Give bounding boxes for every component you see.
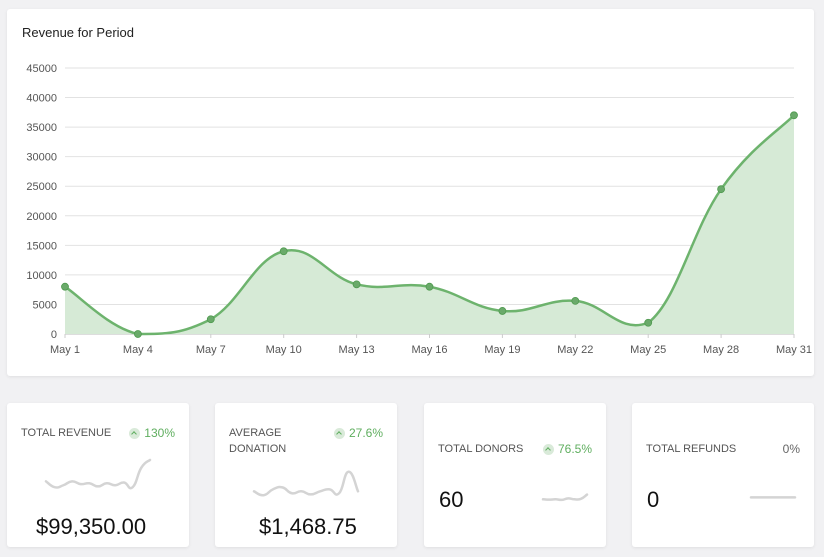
x-tick-label: May 28 xyxy=(703,344,739,356)
y-tick-label: 40000 xyxy=(26,93,57,105)
y-tick-label: 45000 xyxy=(26,63,57,75)
stat-label: TOTAL REVENUE xyxy=(21,427,112,439)
total-revenue-card: TOTAL REVENUE 130% $99,350.00 xyxy=(7,403,189,547)
stat-label: TOTAL DONORS xyxy=(438,443,524,455)
x-tick-label: May 10 xyxy=(266,344,302,356)
refunds-sparkline xyxy=(749,496,797,499)
y-tick-label: 35000 xyxy=(26,122,57,134)
stat-change-value: 27.6% xyxy=(348,426,383,440)
trend-up-icon xyxy=(542,443,554,455)
stat-change: 130% xyxy=(129,425,175,441)
y-tick-label: 15000 xyxy=(26,240,57,252)
x-tick-label: May 16 xyxy=(411,344,447,356)
stat-change: 76.5% xyxy=(542,441,592,457)
sparkline-path xyxy=(541,493,589,502)
stat-value: $99,350.00 xyxy=(36,514,147,539)
y-tick-label: 5000 xyxy=(33,299,57,311)
data-point[interactable] xyxy=(133,330,142,338)
area-fill xyxy=(65,115,794,335)
data-point[interactable] xyxy=(352,280,361,289)
x-tick-label: May 31 xyxy=(776,344,812,356)
data-point[interactable] xyxy=(644,318,653,327)
data-point[interactable] xyxy=(279,247,288,256)
revenue-chart-card: Revenue for Period 0 5000 10000 15000 20000 2… xyxy=(7,9,814,376)
total-donors-card: TOTAL DONORS 76.5% 60 xyxy=(424,403,606,547)
revenue-sparkline xyxy=(44,458,152,490)
revenue-line xyxy=(64,114,795,336)
y-tick-label: 10000 xyxy=(26,270,57,282)
x-tick-label: May 13 xyxy=(339,344,375,356)
stat-label: AVERAGE DONATION xyxy=(229,427,287,455)
data-point[interactable] xyxy=(571,296,580,305)
sparkline-path xyxy=(44,458,152,490)
trend-up-icon xyxy=(333,427,345,439)
revenue-chart[interactable]: 0 5000 10000 15000 20000 25000 30000 35000 40000… xyxy=(7,9,814,376)
stat-value: 60 xyxy=(439,487,464,512)
x-tick-label: May 4 xyxy=(123,344,153,356)
stat-change: 0% xyxy=(783,441,800,457)
donation-sparkline xyxy=(252,470,360,497)
stat-change: 27.6% xyxy=(333,425,383,441)
stat-change-value: 130% xyxy=(144,426,175,440)
x-tick-label: May 25 xyxy=(630,344,666,356)
data-point[interactable] xyxy=(790,111,798,120)
x-tick-label: May 7 xyxy=(196,344,226,356)
stat-value: 0 xyxy=(647,487,660,512)
x-tick-label: May 19 xyxy=(484,344,520,356)
x-tick-label: May 1 xyxy=(50,344,80,356)
sparkline-path xyxy=(252,470,360,497)
x-tick-label: May 22 xyxy=(557,344,593,356)
data-point[interactable] xyxy=(498,307,507,315)
data-point[interactable] xyxy=(206,315,215,324)
y-tick-label: 20000 xyxy=(26,211,57,223)
data-point[interactable] xyxy=(425,282,434,291)
stat-change-value: 0% xyxy=(782,442,800,456)
trend-up-icon xyxy=(129,427,141,439)
stat-value: $1,468.75 xyxy=(259,514,357,539)
data-point[interactable] xyxy=(717,185,725,194)
stat-label: TOTAL REFUNDS xyxy=(646,443,737,455)
y-tick-label: 30000 xyxy=(26,152,57,164)
y-tick-label: 25000 xyxy=(26,181,57,193)
average-donation-card: AVERAGE DONATION 27.6% $1,468.75 xyxy=(215,403,397,547)
donors-sparkline xyxy=(541,493,589,502)
data-point[interactable] xyxy=(61,282,69,291)
stat-change-value: 76.5% xyxy=(557,442,592,456)
chart-title: Revenue for Period xyxy=(22,25,135,40)
total-refunds-card: TOTAL REFUNDS 0% 0 xyxy=(632,403,814,547)
y-tick-label: 0 xyxy=(51,329,57,341)
